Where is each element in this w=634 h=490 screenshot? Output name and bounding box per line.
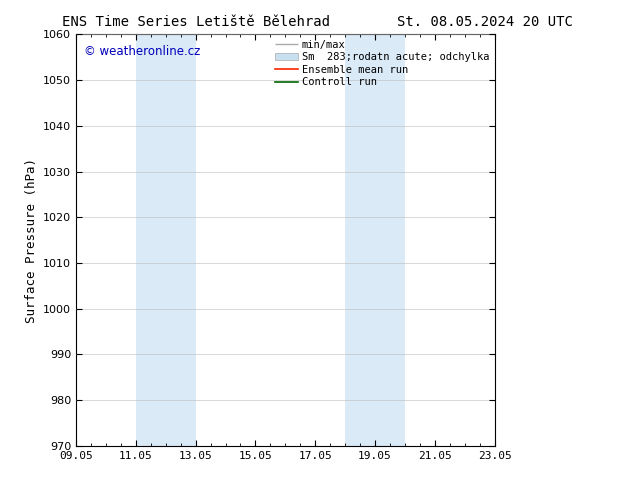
Text: © weatheronline.cz: © weatheronline.cz [84, 45, 201, 58]
Text: ENS Time Series Letiště Bělehrad        St. 08.05.2024 20 UTC: ENS Time Series Letiště Bělehrad St. 08.… [61, 15, 573, 29]
Bar [345, 34, 405, 446]
Bar [136, 34, 196, 446]
Y-axis label: Surface Pressure (hPa): Surface Pressure (hPa) [25, 158, 37, 322]
Legend: min/max, Sm  283;rodatn acute; odchylka, Ensemble mean run, Controll run: min/max, Sm 283;rodatn acute; odchylka, … [273, 37, 491, 89]
